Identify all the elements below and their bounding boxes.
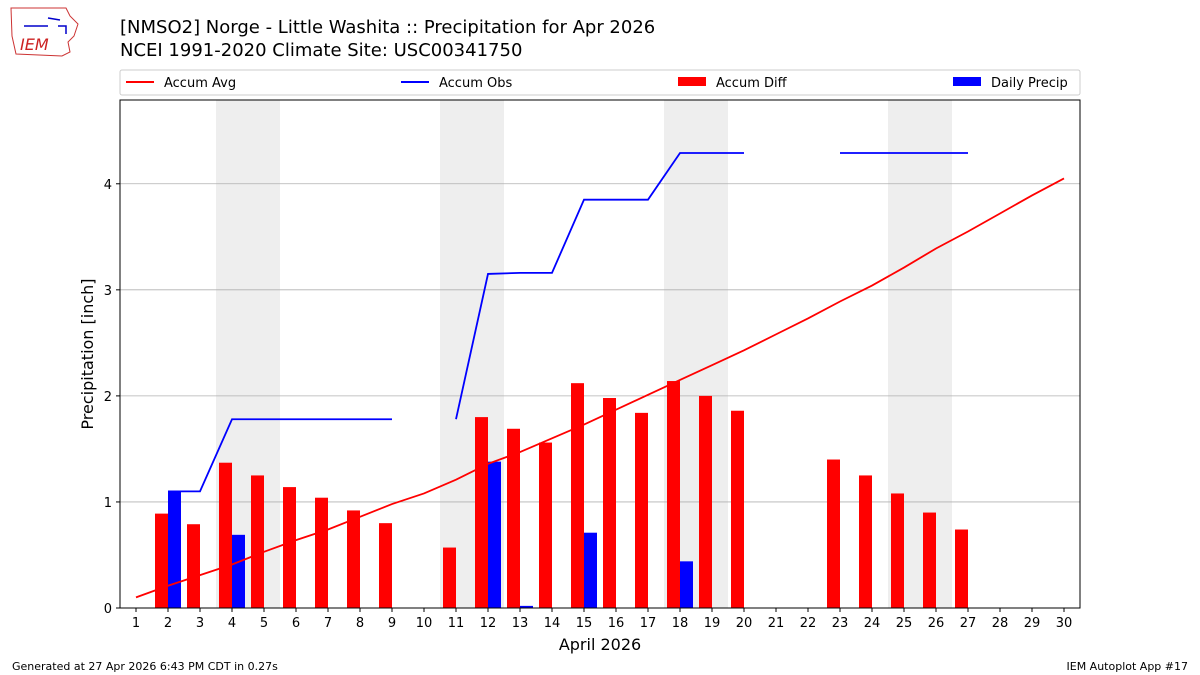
bar-accum-diff — [187, 524, 200, 608]
x-tick-label: 28 — [992, 616, 1009, 631]
x-tick-label: 12 — [480, 616, 497, 631]
y-tick-label: 0 — [104, 602, 112, 617]
iem-logo: IEM — [10, 7, 79, 57]
legend — [119, 69, 1081, 96]
legend-swatch — [678, 77, 706, 86]
x-tick-label: 9 — [388, 616, 396, 631]
bar-accum-diff — [379, 523, 392, 608]
x-tick-label: 14 — [544, 616, 561, 631]
x-tick-label: 27 — [960, 616, 977, 631]
footer-app: IEM Autoplot App #17 — [1066, 660, 1189, 673]
x-tick-label: 17 — [640, 616, 657, 631]
bar-accum-diff — [251, 475, 264, 608]
bar-accum-diff — [955, 529, 968, 608]
x-tick-label: 29 — [1024, 616, 1041, 631]
x-tick-label: 2 — [164, 616, 172, 631]
bar-accum-diff — [539, 442, 552, 608]
bar-daily-precip — [232, 534, 245, 608]
y-tick-label: 2 — [104, 390, 112, 405]
bar-accum-diff — [347, 510, 360, 608]
y-axis-label: Precipitation [inch] — [78, 278, 97, 429]
legend-label: Accum Avg — [164, 76, 236, 91]
line-accum-avg — [135, 177, 1065, 599]
y-tick-label: 1 — [104, 496, 112, 511]
x-tick-label: 15 — [576, 616, 593, 631]
plot-frame — [119, 99, 1081, 609]
x-tick-label: 7 — [324, 616, 332, 631]
bar-daily-precip — [680, 561, 693, 608]
y-tick-label: 3 — [104, 284, 112, 299]
bar-accum-diff — [283, 487, 296, 608]
y-tick-label: 4 — [104, 178, 112, 193]
x-tick-label: 21 — [768, 616, 785, 631]
x-tick-label: 19 — [704, 616, 721, 631]
bar-daily-precip — [520, 605, 533, 608]
bar-accum-diff — [891, 493, 904, 608]
logo-text: IEM — [20, 35, 49, 54]
bar-accum-diff — [667, 381, 680, 608]
bar-accum-diff — [443, 547, 456, 608]
legend-label: Daily Precip — [991, 76, 1068, 91]
x-tick-label: 1 — [132, 616, 140, 631]
x-tick-label: 22 — [800, 616, 817, 631]
bar-accum-diff — [507, 428, 520, 608]
legend-swatch — [953, 77, 981, 86]
x-tick-label: 13 — [512, 616, 529, 631]
bar-accum-diff — [603, 398, 616, 608]
x-axis-label: April 2026 — [559, 635, 641, 654]
x-tick-label: 25 — [896, 616, 913, 631]
x-tick-label: 18 — [672, 616, 689, 631]
bar-accum-diff — [635, 412, 648, 608]
bar-daily-precip — [168, 491, 181, 608]
bar-accum-diff — [315, 497, 328, 608]
x-tick-label: 20 — [736, 616, 753, 631]
bar-accum-diff — [155, 513, 168, 608]
x-tick-label: 30 — [1056, 616, 1073, 631]
x-tick-label: 16 — [608, 616, 625, 631]
chart-subtitle: NCEI 1991-2020 Climate Site: USC00341750 — [120, 40, 523, 61]
x-tick-label: 8 — [356, 616, 364, 631]
bar-accum-diff — [731, 410, 744, 608]
legend-label: Accum Diff — [716, 76, 788, 91]
bar-daily-precip — [488, 461, 501, 608]
x-tick-label: 24 — [864, 616, 881, 631]
bar-accum-diff — [475, 417, 488, 608]
x-tick-label: 5 — [260, 616, 268, 631]
line-accum-obs — [168, 152, 968, 493]
x-tick-label: 11 — [448, 616, 465, 631]
x-tick-label: 4 — [228, 616, 236, 631]
x-tick-label: 10 — [416, 616, 433, 631]
x-tick-label: 23 — [832, 616, 849, 631]
bar-accum-diff — [827, 459, 840, 608]
bar-accum-diff — [699, 395, 712, 608]
bar-accum-diff — [571, 383, 584, 608]
bar-accum-diff — [923, 512, 936, 608]
bar-daily-precip — [584, 532, 597, 608]
x-tick-label: 26 — [928, 616, 945, 631]
bar-accum-diff — [219, 462, 232, 608]
legend-label: Accum Obs — [439, 76, 512, 91]
footer-generated: Generated at 27 Apr 2026 6:43 PM CDT in … — [12, 660, 278, 673]
bar-accum-diff — [859, 475, 872, 608]
x-tick-label: 6 — [292, 616, 300, 631]
chart-title: [NMSO2] Norge - Little Washita :: Precip… — [120, 17, 656, 38]
weekend-shade — [440, 100, 472, 608]
x-tick-label: 3 — [196, 616, 204, 631]
